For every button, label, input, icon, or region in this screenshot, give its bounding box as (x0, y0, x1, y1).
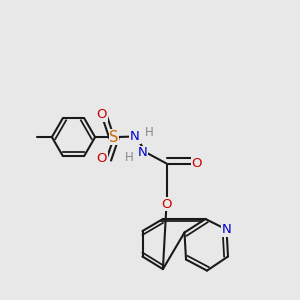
Text: O: O (97, 108, 107, 121)
Text: O: O (191, 157, 202, 170)
Text: N: N (138, 146, 147, 160)
Text: H: H (124, 151, 134, 164)
Text: O: O (97, 152, 107, 166)
Text: N: N (222, 223, 231, 236)
Text: H: H (145, 126, 154, 140)
Text: S: S (109, 130, 119, 145)
Text: N: N (130, 130, 140, 143)
Text: O: O (161, 197, 172, 211)
